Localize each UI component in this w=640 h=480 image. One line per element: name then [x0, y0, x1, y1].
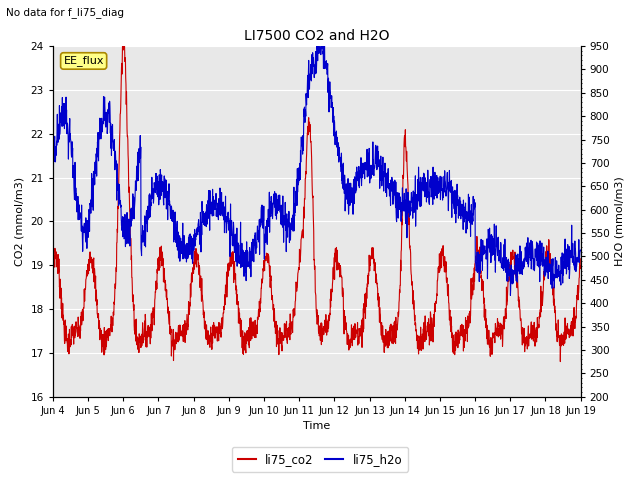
li75_co2 — [292, 289, 300, 295]
li75_co2 — [120, 37, 128, 43]
li75_h2o — [507, 293, 515, 299]
li75_co2 — [562, 327, 570, 333]
li75_h2o — [313, 38, 321, 44]
X-axis label: Time: Time — [303, 421, 330, 432]
Y-axis label: CO2 (mmol/m3): CO2 (mmol/m3) — [15, 177, 25, 266]
Text: No data for f_li75_diag: No data for f_li75_diag — [6, 7, 124, 18]
Title: LI7500 CO2 and H2O: LI7500 CO2 and H2O — [244, 29, 390, 43]
li75_co2 — [306, 129, 314, 134]
Y-axis label: H2O (mmol/m3): H2O (mmol/m3) — [615, 177, 625, 266]
Legend: li75_co2, li75_h2o: li75_co2, li75_h2o — [232, 447, 408, 472]
li75_h2o — [577, 247, 584, 253]
li75_h2o — [562, 251, 570, 256]
Line: li75_h2o: li75_h2o — [53, 41, 580, 296]
li75_co2 — [76, 324, 84, 330]
li75_h2o — [306, 86, 314, 92]
li75_h2o — [292, 198, 300, 204]
li75_h2o — [465, 213, 472, 218]
li75_co2 — [562, 336, 570, 342]
li75_h2o — [562, 257, 570, 263]
li75_h2o — [49, 166, 57, 172]
li75_co2 — [465, 324, 472, 329]
li75_h2o — [76, 215, 84, 220]
Text: EE_flux: EE_flux — [63, 56, 104, 66]
li75_co2 — [577, 264, 584, 269]
Line: li75_co2: li75_co2 — [53, 40, 580, 361]
li75_co2 — [557, 359, 564, 364]
li75_co2 — [49, 251, 57, 257]
